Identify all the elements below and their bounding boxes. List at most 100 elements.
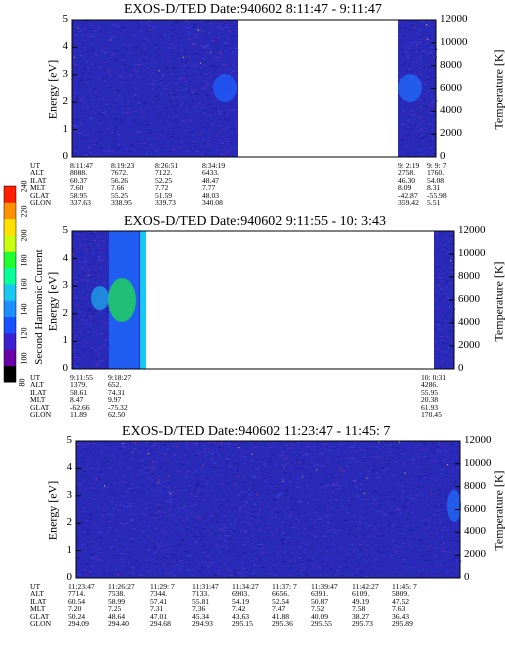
panel-1-table-cell: 7.66 (111, 183, 125, 193)
panel-1-table-cell: 338.95 (111, 198, 132, 207)
panel-1-table-cell: 6433. (202, 168, 220, 178)
panel-3-table-row-label: ILAT (30, 596, 47, 606)
panel-3-table-cell: 295.15 (232, 619, 253, 628)
panel-3-table-row-label: MLT (30, 604, 46, 614)
panel-1-table-cell: 9: 9: 7 (427, 161, 447, 170)
panel-3-table-cell: 7538. (108, 589, 126, 599)
colorbar-segment (4, 349, 16, 367)
panel-3-table-cell: 41.88 (272, 611, 290, 621)
panel-3-table-row-label: UT (30, 582, 41, 591)
panel-3-table-cell: 295.89 (392, 619, 413, 628)
panel-1-left-tick: 2 (62, 95, 69, 108)
panel-1-table-cell: 56.26 (111, 175, 129, 185)
panel-3-table-row-label: GLON (30, 619, 52, 628)
panel-1-right-tick: 4000 (440, 104, 462, 117)
colorbar-segment (4, 202, 16, 220)
panel-1-table-cell: 48.03 (202, 190, 220, 200)
panel-2-table-cell: 74.31 (108, 387, 126, 397)
panel-3-table-cell: 11:39:47 (311, 582, 338, 591)
panel-1-table-cell: 337.63 (70, 198, 91, 207)
panel-3-table-cell: 7133. (192, 589, 210, 599)
colorbar-segment (4, 316, 16, 334)
panel-1-table-row-label: ALT (30, 168, 45, 178)
panel-3-table-cell: 55.81 (192, 596, 210, 606)
panel-3-table-cell: 295.36 (272, 619, 293, 628)
panel-3-table-cell: 295.55 (311, 619, 332, 628)
panel-1-left-tick: 3 (62, 67, 69, 80)
panel-2-table-cell: 9.97 (108, 395, 122, 405)
panel-3-table-cell: 50.24 (68, 611, 86, 621)
panel-3-table-cell: 5809. (392, 589, 410, 599)
panel-3-table-cell: 7.20 (68, 604, 82, 614)
panel-3-table-cell: 11:31:47 (192, 582, 219, 591)
panel-2-title: EXOS-D/TED Date:940602 9:11:55 - 10: 3:4… (124, 214, 386, 229)
panel-3-table-cell: 294.93 (192, 619, 213, 628)
panel-3-table-row-label: ALT (30, 589, 45, 599)
panel-3-left-tick: 4 (66, 461, 73, 474)
panel-1-table-cell: 51.59 (155, 190, 173, 200)
panel-1-right-tick: 2000 (440, 127, 462, 140)
panel-2-table-row-label: GLON (30, 410, 52, 419)
panel-3-left-tick: 1 (66, 543, 73, 556)
panel-1-table-cell: 7122. (155, 168, 173, 178)
panel-2-table-cell: 55.95 (421, 387, 439, 397)
panel-1-table-cell: 8:34:19 (202, 161, 226, 170)
colorbar-segment (4, 251, 16, 269)
panel-1-table-row-label: GLAT (30, 190, 50, 200)
panel-2-right-tick: 0 (458, 362, 464, 374)
panel-2-table-cell: -75.32 (108, 402, 128, 412)
panel-3-table-cell: 7344. (150, 589, 168, 599)
panel-2-table-row-label: GLAT (30, 402, 50, 412)
panel-2-table-cell: 4286. (421, 380, 439, 390)
panel-1-feature-a (213, 74, 237, 102)
panel-3-right-tick: 8000 (464, 479, 486, 492)
panel-1-table-cell: 46.30 (398, 175, 416, 185)
panel-2-left-tick: 5 (62, 224, 69, 236)
panel-3-table-cell: 43.63 (232, 611, 250, 621)
panel-1-table-cell: 58.95 (70, 190, 88, 200)
panel-2-table-cell: 8.47 (70, 395, 84, 405)
panel-1-table-cell: 8:26:51 (155, 161, 179, 170)
panel-2-table-cell: 652. (108, 380, 122, 390)
panel-3-left-tick: 3 (66, 488, 73, 501)
colorbar-segment (4, 267, 16, 285)
panel-3-ylabel: Energy [eV] (45, 480, 60, 541)
colorbar-bar (3, 185, 17, 383)
panel-2-left-tick: 2 (62, 306, 69, 319)
panel-2-table-cell: 9:18:27 (108, 373, 132, 382)
panel-3-table-cell: 7.36 (192, 604, 206, 614)
panel-3-left-tick: 0 (66, 571, 73, 583)
panel-3-table-cell: 45.34 (192, 611, 210, 621)
panel-3-table-cell: 40.09 (311, 611, 329, 621)
panel-3-right-tick: 6000 (464, 502, 486, 515)
panel-3-feature (447, 490, 461, 522)
panel-1-table-cell: 7.60 (70, 183, 84, 193)
panel-3-table-cell: 7.52 (311, 604, 325, 614)
panel-3-right-tick: 10000 (464, 456, 492, 469)
panel-1-left-tick: 1 (62, 122, 69, 135)
panel-3-table-cell: 7.47 (272, 604, 286, 614)
panel-3-table-cell: 295.73 (352, 619, 373, 628)
panel-1-table-cell: 8:11:47 (70, 161, 93, 170)
panel-2-left-tick: 4 (62, 251, 69, 264)
panel-1-table-row-label: ILAT (30, 175, 47, 185)
panel-2-left-tick: 0 (62, 362, 69, 374)
panel-3-right-tick: 4000 (464, 525, 486, 538)
panel-1-table-cell: 52.25 (155, 175, 173, 185)
colorbar-segment (4, 235, 16, 252)
panel-1-right-tick: 10000 (440, 35, 468, 48)
panel-1-table-row-label: UT (30, 161, 41, 170)
panel-3-table-cell: 11:45: 7 (392, 582, 417, 591)
panel-1-table-cell: 7.77 (202, 183, 216, 193)
colorbar-segment (4, 365, 16, 383)
panel-3-table-cell: 7.63 (392, 604, 406, 614)
panel-3-table-cell: 7714. (68, 589, 86, 599)
panel-2-right-tick: 12000 (458, 224, 486, 236)
panel-3-table-cell: 36.43 (392, 611, 410, 621)
panel-3-table-cell: 7.31 (150, 604, 164, 614)
panel-1-table-row-label: GLON (30, 198, 52, 207)
panel-2-right-tick: 8000 (458, 270, 480, 282)
panel-3-table-cell: 11:29: 7 (150, 582, 175, 591)
panel-1-table-cell: 2758. (398, 168, 416, 178)
panel-3-table-cell: 294.40 (108, 619, 129, 628)
